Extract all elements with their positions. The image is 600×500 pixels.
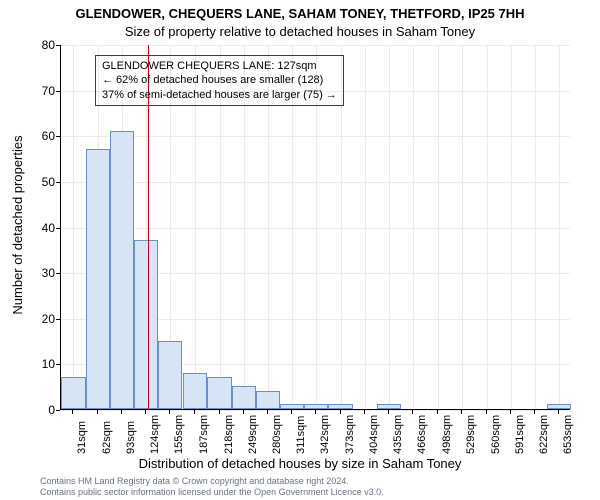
annotation-box: GLENDOWER CHEQUERS LANE: 127sqm← 62% of …: [95, 55, 344, 106]
x-tick-mark: [145, 410, 146, 414]
x-tick-label: 591sqm: [514, 415, 526, 454]
x-tick-label: 653sqm: [562, 415, 574, 454]
y-tick-label: 80: [25, 38, 55, 52]
y-tick-mark: [56, 228, 60, 229]
y-tick-mark: [56, 91, 60, 92]
y-tick-label: 60: [25, 129, 55, 143]
x-tick-mark: [558, 410, 559, 414]
x-tick-label: 218sqm: [223, 415, 235, 454]
x-tick-mark: [340, 410, 341, 414]
x-tick-mark: [169, 410, 170, 414]
x-tick-mark: [194, 410, 195, 414]
annotation-line: ← 62% of detached houses are smaller (12…: [102, 73, 337, 87]
gridline-v: [487, 45, 488, 409]
y-tick-mark: [56, 319, 60, 320]
x-tick-label: 342sqm: [319, 415, 331, 454]
histogram-bar: [280, 404, 304, 409]
x-axis-label: Distribution of detached houses by size …: [0, 456, 600, 471]
x-tick-mark: [461, 410, 462, 414]
x-tick-label: 249sqm: [247, 415, 259, 454]
x-tick-label: 62sqm: [101, 421, 113, 454]
histogram-bar: [207, 377, 231, 409]
gridline-v: [389, 45, 390, 409]
histogram-bar: [183, 373, 207, 410]
y-tick-label: 40: [25, 221, 55, 235]
y-tick-mark: [56, 182, 60, 183]
histogram-bar: [232, 386, 256, 409]
x-tick-mark: [534, 410, 535, 414]
footer-attribution: Contains HM Land Registry data © Crown c…: [40, 476, 384, 498]
histogram-bar: [134, 240, 158, 409]
x-tick-mark: [364, 410, 365, 414]
y-tick-label: 30: [25, 266, 55, 280]
y-tick-label: 0: [25, 403, 55, 417]
x-tick-label: 622sqm: [538, 415, 550, 454]
x-tick-mark: [267, 410, 268, 414]
x-tick-label: 311sqm: [295, 416, 307, 454]
histogram-bar: [256, 391, 280, 409]
x-tick-label: 31sqm: [76, 421, 88, 454]
y-tick-label: 50: [25, 175, 55, 189]
histogram-bar: [86, 149, 110, 409]
gridline-v: [559, 45, 560, 409]
gridline-v: [462, 45, 463, 409]
gridline-v: [73, 45, 74, 409]
x-tick-mark: [315, 410, 316, 414]
y-axis-label: Number of detached properties: [10, 135, 25, 314]
chart-container: GLENDOWER, CHEQUERS LANE, SAHAM TONEY, T…: [0, 0, 600, 500]
histogram-bar: [158, 341, 182, 409]
histogram-bar: [377, 404, 401, 409]
histogram-bar: [110, 131, 134, 409]
histogram-bar: [304, 404, 328, 409]
gridline-v: [511, 45, 512, 409]
y-tick-label: 10: [25, 357, 55, 371]
x-tick-label: 124sqm: [149, 415, 161, 454]
x-tick-label: 560sqm: [490, 415, 502, 454]
x-tick-label: 466sqm: [416, 415, 428, 454]
x-tick-mark: [121, 410, 122, 414]
gridline-v: [365, 45, 366, 409]
x-tick-label: 155sqm: [173, 415, 185, 454]
y-tick-mark: [56, 136, 60, 137]
x-tick-mark: [412, 410, 413, 414]
x-tick-label: 93sqm: [125, 421, 137, 454]
x-tick-label: 373sqm: [344, 415, 356, 454]
x-tick-label: 280sqm: [271, 415, 283, 454]
histogram-bar: [61, 377, 85, 409]
chart-title-main: GLENDOWER, CHEQUERS LANE, SAHAM TONEY, T…: [0, 6, 600, 21]
gridline-v: [535, 45, 536, 409]
y-tick-mark: [56, 273, 60, 274]
x-tick-label: 529sqm: [465, 415, 477, 454]
y-tick-label: 70: [25, 84, 55, 98]
x-tick-mark: [72, 410, 73, 414]
gridline-v: [413, 45, 414, 409]
x-tick-mark: [291, 410, 292, 414]
gridline-v: [438, 45, 439, 409]
histogram-bar: [328, 404, 352, 409]
x-tick-label: 187sqm: [198, 415, 210, 454]
x-tick-mark: [486, 410, 487, 414]
footer-line1: Contains HM Land Registry data © Crown c…: [40, 476, 384, 487]
y-tick-mark: [56, 364, 60, 365]
x-tick-label: 404sqm: [368, 415, 380, 454]
x-tick-mark: [243, 410, 244, 414]
y-tick-label: 20: [25, 312, 55, 326]
chart-title-sub: Size of property relative to detached ho…: [0, 24, 600, 39]
x-tick-mark: [510, 410, 511, 414]
annotation-line: 37% of semi-detached houses are larger (…: [102, 88, 337, 102]
x-tick-mark: [437, 410, 438, 414]
x-tick-mark: [97, 410, 98, 414]
footer-line2: Contains public sector information licen…: [40, 487, 384, 498]
x-tick-label: 498sqm: [441, 415, 453, 454]
histogram-bar: [547, 404, 571, 409]
x-tick-mark: [219, 410, 220, 414]
x-tick-mark: [388, 410, 389, 414]
y-tick-mark: [56, 410, 60, 411]
y-tick-mark: [56, 45, 60, 46]
x-tick-label: 435sqm: [392, 415, 404, 454]
annotation-line: GLENDOWER CHEQUERS LANE: 127sqm: [102, 59, 337, 73]
